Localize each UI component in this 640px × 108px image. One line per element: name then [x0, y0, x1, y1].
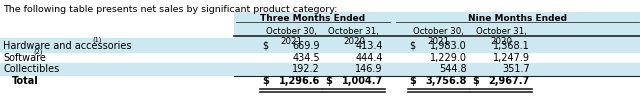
Text: $: $ — [410, 76, 417, 86]
Text: 1,247.9: 1,247.9 — [493, 53, 530, 63]
Text: The following table presents net sales by significant product category:: The following table presents net sales b… — [3, 5, 337, 14]
Text: 146.9: 146.9 — [355, 64, 383, 74]
Text: $: $ — [262, 41, 269, 51]
Text: Total: Total — [12, 76, 38, 86]
Text: October 31,
2020: October 31, 2020 — [328, 27, 380, 46]
Text: October 30,
2021: October 30, 2021 — [266, 27, 317, 46]
Text: 413.4: 413.4 — [355, 41, 383, 51]
Text: 1,296.6: 1,296.6 — [279, 76, 320, 86]
Text: October 30,
2021: October 30, 2021 — [413, 27, 464, 46]
Text: Software: Software — [3, 53, 46, 63]
Bar — [0, 38, 640, 52]
Text: 3,756.8: 3,756.8 — [426, 76, 467, 86]
Text: Nine Months Ended: Nine Months Ended — [468, 14, 566, 23]
Text: Hardware and accessories: Hardware and accessories — [3, 41, 132, 51]
Text: 1,368.1: 1,368.1 — [493, 41, 530, 51]
Text: Three Months Ended: Three Months Ended — [260, 14, 365, 23]
Text: $: $ — [410, 41, 416, 51]
Text: (1): (1) — [92, 36, 102, 43]
Text: Collectibles: Collectibles — [3, 64, 60, 74]
Bar — [234, 12, 640, 37]
Text: (2): (2) — [33, 48, 42, 55]
Text: 351.7: 351.7 — [502, 64, 530, 74]
Text: $: $ — [262, 76, 269, 86]
Text: 2,967.7: 2,967.7 — [489, 76, 530, 86]
Text: $: $ — [325, 76, 332, 86]
Text: 1,229.0: 1,229.0 — [430, 53, 467, 63]
Text: 669.9: 669.9 — [292, 41, 320, 51]
Text: 1,004.7: 1,004.7 — [342, 76, 383, 86]
Text: $: $ — [472, 76, 479, 86]
Text: October 31,
2020: October 31, 2020 — [476, 27, 527, 46]
Text: 544.8: 544.8 — [440, 64, 467, 74]
Text: 444.4: 444.4 — [355, 53, 383, 63]
Bar — [0, 63, 640, 75]
Text: 434.5: 434.5 — [292, 53, 320, 63]
Text: 1,983.0: 1,983.0 — [431, 41, 467, 51]
Text: 192.2: 192.2 — [292, 64, 320, 74]
